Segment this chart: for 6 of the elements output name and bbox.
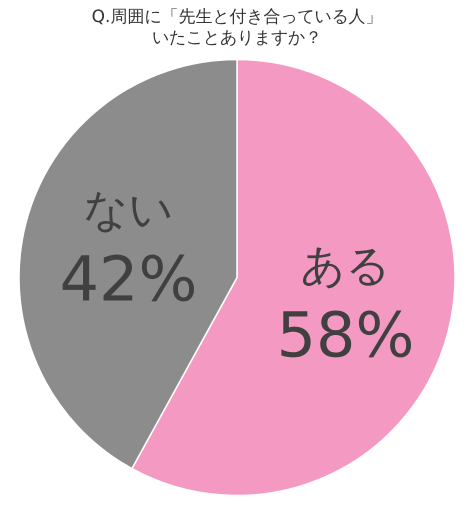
chart-title: Q.周囲に「先生と付き合っている人」 [92,7,382,27]
data-label: 42% [60,242,198,316]
slice-label: ない [84,184,174,236]
chart-subtitle: いたことありますか？ [152,28,322,48]
data-label: 58% [276,298,414,372]
slice-label: ある [300,240,390,292]
